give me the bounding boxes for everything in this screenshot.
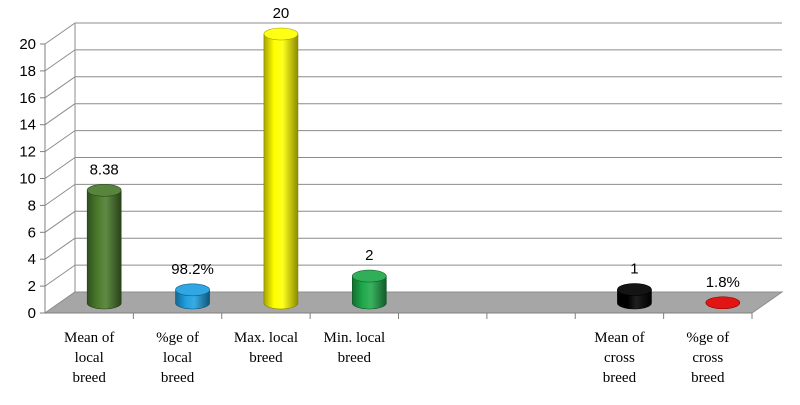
bar-top [617,283,652,296]
chart-floor [43,291,784,314]
y-tick-label: 18 [19,63,36,80]
chart-gridlines [44,22,782,314]
y-tick-label: 12 [19,144,36,161]
y-tick-label: 6 [28,224,36,241]
y-tick-label: 0 [28,305,36,322]
gridline-depth [44,49,76,72]
y-tick-label: 4 [28,251,36,268]
bar-top [352,269,387,283]
bar-top [175,283,210,297]
bar-7 [705,296,741,310]
bar-body [86,189,122,310]
x-category-label: %ge of cross breed [686,330,729,386]
gridline-depth [44,22,76,45]
bar-2 [263,27,299,310]
gridline-depth [44,76,76,99]
chart-floor-plane [43,291,784,314]
y-tick-label: 20 [19,36,36,53]
bar-body [263,33,299,310]
y-tick-label: 16 [19,90,36,107]
y-tick-label: 8 [28,197,36,214]
bar-body [352,275,387,310]
x-category-label: Min. local breed [323,330,385,366]
chart-labels: 8.38 98.2% 20 2 1 1.8% Mean of local breed %ge of… [64,5,740,386]
bar-1 [175,283,210,310]
gridline-depth [44,103,76,126]
y-tick-label: 10 [19,171,36,188]
gridline-depth [44,130,76,153]
data-label: 1.8% [706,274,740,291]
bar-top [86,183,122,197]
x-category-label: Mean of cross breed [594,330,644,386]
x-category-label: Mean of local breed [64,330,114,386]
gridline-depth [44,157,76,179]
y-tick-label: 2 [28,278,36,295]
gridline-depth [44,264,76,287]
data-label: 20 [273,5,290,22]
x-category-label: Max. local breed [234,330,298,366]
gridline-depth [44,237,76,260]
y-tick-label: 14 [19,117,36,134]
bar-top [705,296,741,310]
bar-0 [86,183,122,310]
data-label: 1 [630,261,638,278]
bar-3 [352,269,387,310]
data-label: 98.2% [171,261,214,278]
bar-6 [617,283,652,310]
gridline-depth [44,183,76,206]
x-category-label: %ge of local breed [156,330,199,386]
data-label: 2 [365,247,373,264]
chart-bars [86,27,741,310]
bar-top [263,27,299,41]
gridline-depth [44,210,76,233]
data-label: 8.38 [90,161,119,178]
